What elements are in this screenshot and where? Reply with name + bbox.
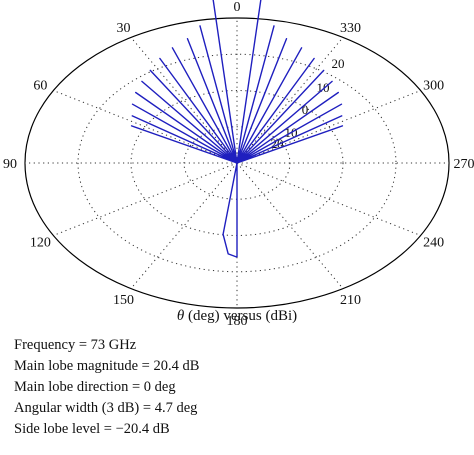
frequency-value: 73 GHz: [90, 337, 137, 353]
angle-label-180: 180: [227, 314, 248, 329]
angle-label-300: 300: [423, 79, 444, 94]
radial-tick-label-1: 20: [332, 56, 345, 71]
main-lobe-magnitude-value: 20.4 dB: [153, 358, 200, 374]
frequency-label: Frequency: [14, 337, 76, 353]
angular-width-label: Angular width (3 dB): [14, 400, 140, 416]
main-lobe-magnitude-label: Main lobe magnitude: [14, 358, 139, 374]
angle-label-330: 330: [340, 21, 361, 36]
angle-label-150: 150: [113, 293, 134, 308]
angle-label-210: 210: [340, 293, 361, 308]
grid-spoke-330: [236, 37, 344, 164]
frequency-line: Frequency = 73 GHz: [14, 337, 137, 353]
angle-label-0: 0: [234, 0, 241, 15]
axis-caption-symbol: θ: [177, 308, 185, 324]
pattern-line: [130, 0, 344, 258]
angle-label-60: 60: [33, 79, 47, 94]
angle-label-270: 270: [454, 157, 474, 172]
angle-tick-labels: 0 30 60 90 120 150 180 210 240 270 300 330: [3, 0, 474, 329]
pattern-summary: Frequency = 73 GHz Main lobe magnitude =…: [14, 335, 454, 440]
angle-label-120: 120: [30, 236, 51, 251]
side-lobe-level-line: Side lobe level = −20.4 dB: [14, 421, 170, 437]
angle-label-30: 30: [117, 21, 131, 36]
angular-width-value: 4.7 deg: [154, 400, 198, 416]
grid-spoke-120: [53, 162, 238, 236]
grid-spoke-150: [130, 162, 238, 289]
main-lobe-magnitude-line: Main lobe magnitude = 20.4 dB: [14, 358, 200, 374]
angular-width-line: Angular width (3 dB) = 4.7 deg: [14, 400, 198, 416]
angle-label-240: 240: [423, 236, 444, 251]
pattern-series: [130, 0, 344, 258]
side-lobe-level-value: −20.4 dB: [115, 421, 170, 437]
side-lobe-level-label: Side lobe level: [14, 421, 101, 437]
main-lobe-direction-value: 0 deg: [143, 379, 176, 395]
main-lobe-direction-label: Main lobe direction: [14, 379, 129, 395]
radial-tick-label-3: 0: [302, 102, 309, 117]
axis-caption-text: (deg) versus (dBi): [184, 308, 297, 324]
grid-spoke-240: [236, 162, 421, 236]
angle-label-90: 90: [3, 157, 17, 172]
grid-spoke-30: [130, 37, 238, 164]
main-lobe-direction-line: Main lobe direction = 0 deg: [14, 379, 176, 395]
axis-caption: θ (deg) versus (dBi): [177, 308, 297, 324]
grid-spoke-210: [236, 162, 344, 289]
